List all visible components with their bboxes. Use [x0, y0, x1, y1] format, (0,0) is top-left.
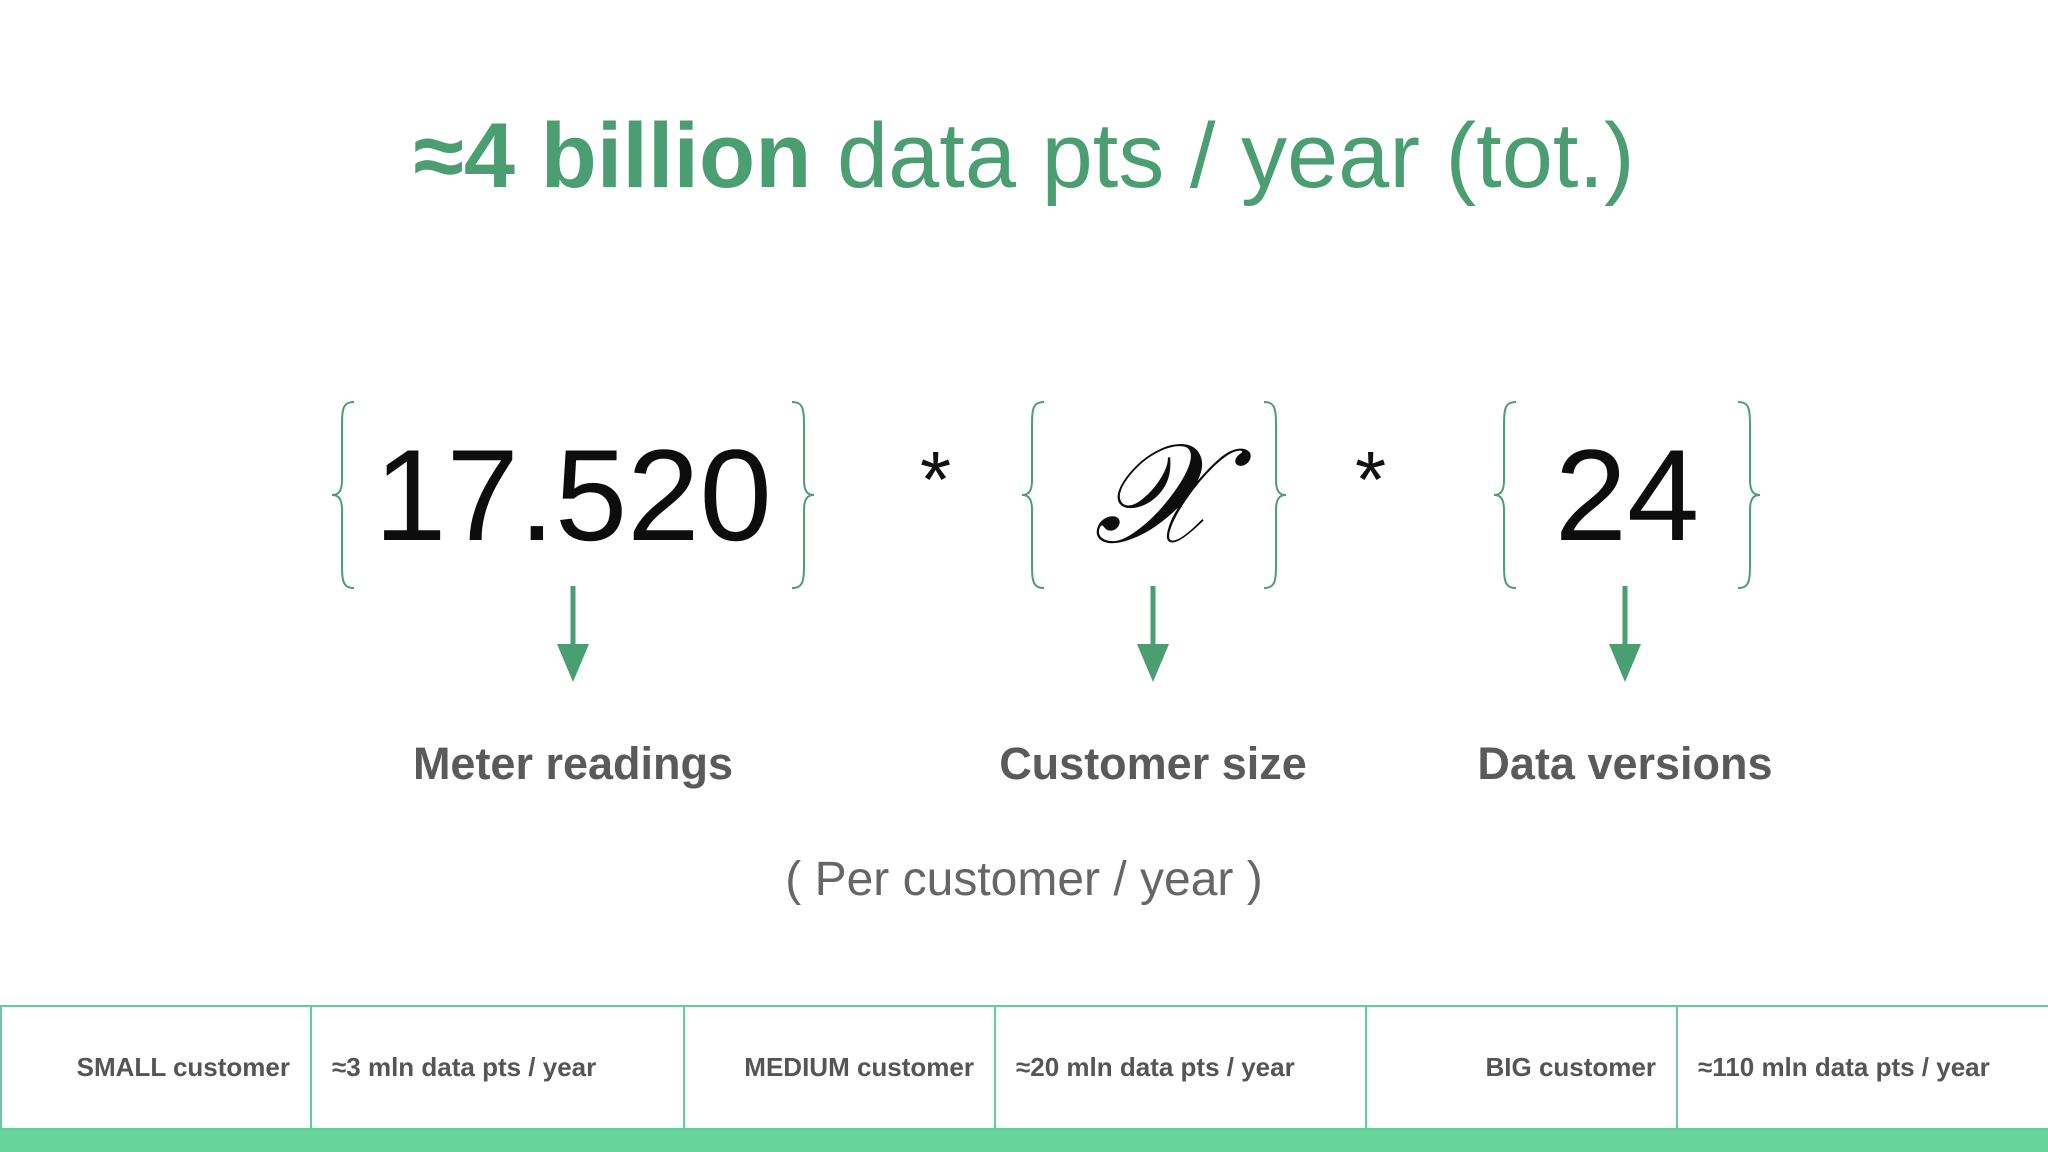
formula-term-versions: 24 [1554, 422, 1700, 568]
medium-customer-label: MEDIUM customer [683, 1007, 994, 1128]
medium-customer-value: ≈20 mln data pts / year [994, 1007, 1365, 1128]
big-customer-value: ≈110 mln data pts / year [1676, 1007, 2048, 1128]
formula-term-size-group: 𝒳 [1020, 400, 1288, 590]
title-total: ≈4 billion [413, 105, 812, 207]
small-customer-label: SMALL customer [0, 1007, 310, 1128]
formula-term-meter: 17.520 [374, 422, 772, 568]
formula-term-size: 𝒳 [1093, 413, 1215, 576]
page-title: ≈4 billion data pts / year (tot.) [0, 110, 2048, 202]
multiply-operator: * [1355, 435, 1387, 524]
left-brace-icon [1020, 400, 1046, 590]
big-customer-label: BIG customer [1365, 1007, 1676, 1128]
down-arrow-icon [1605, 586, 1645, 682]
small-customer-value: ≈3 mln data pts / year [310, 1007, 683, 1128]
formula-term-meter-group: 17.520 [330, 400, 816, 590]
left-brace-icon [1492, 400, 1518, 590]
right-brace-icon [790, 400, 816, 590]
down-arrow-icon [1133, 586, 1173, 682]
formula-term-versions-group: 24 [1492, 400, 1762, 590]
label-meter-readings: Meter readings [412, 738, 734, 789]
per-customer-note: ( Per customer / year ) [785, 853, 1263, 906]
label-customer-size: Customer size [999, 738, 1307, 789]
right-brace-icon [1262, 400, 1288, 590]
right-brace-icon [1736, 400, 1762, 590]
label-data-versions: Data versions [1477, 738, 1773, 789]
multiply-operator: * [920, 435, 952, 524]
bottom-accent-bar [0, 1130, 2048, 1152]
left-brace-icon [330, 400, 356, 590]
title-rest: data pts / year (tot.) [811, 105, 1635, 207]
down-arrow-icon [553, 586, 593, 682]
customer-size-table: SMALL customer ≈3 mln data pts / year ME… [0, 1005, 2048, 1130]
